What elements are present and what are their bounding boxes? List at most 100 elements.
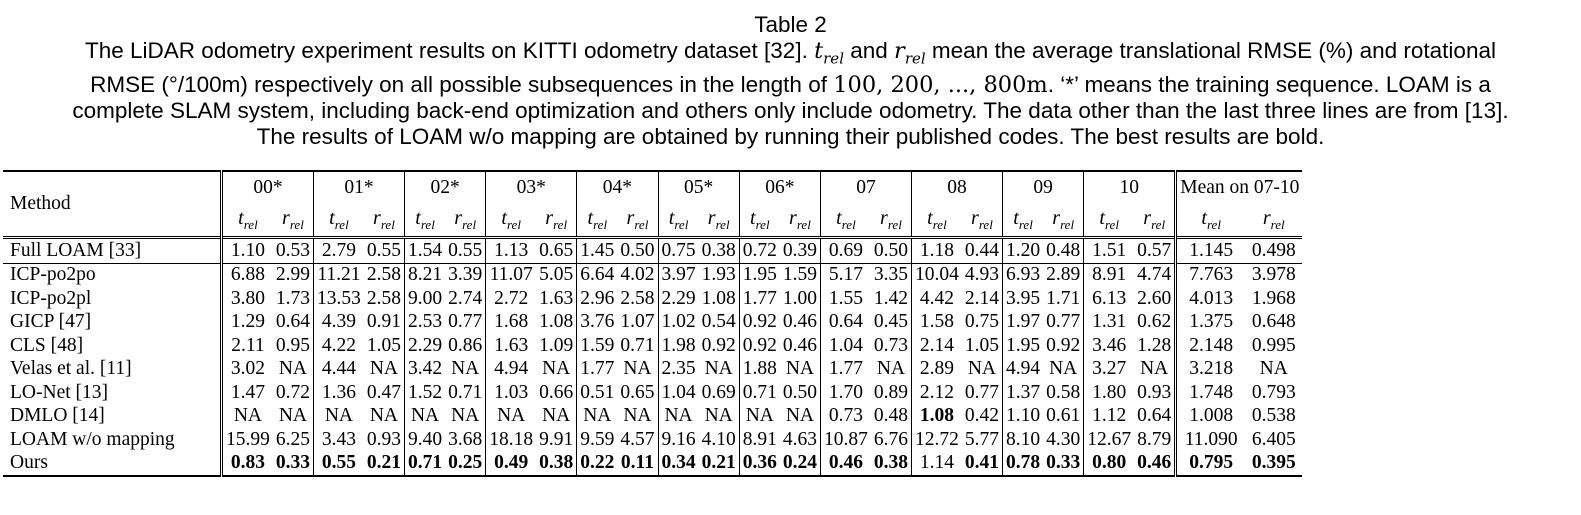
caption-text-1: The LiDAR odometry experiment results on… <box>85 37 815 63</box>
table-cell: NA <box>576 404 618 428</box>
table-cell: 0.89 <box>873 381 908 403</box>
table-cell: 0.93 <box>1137 381 1172 403</box>
table-cell: 3.27 <box>1083 357 1135 381</box>
table-cell: 1.77 <box>819 357 871 381</box>
table-cell: 5.05 <box>536 262 577 287</box>
table-cell: NA <box>451 358 480 380</box>
table-cell: 9.91 <box>539 428 574 450</box>
table-cell: 1.70 <box>819 381 871 405</box>
table-cell: 6.76 <box>873 428 908 450</box>
t-rel-header: trel <box>738 204 780 238</box>
r-rel-header: rrel <box>454 207 477 232</box>
table-cell: 0.41 <box>961 451 1003 477</box>
table-cell: 0.498 <box>1245 236 1303 263</box>
caption-text-7: The results of LOAM w/o mapping are obta… <box>256 123 1325 149</box>
table-row: Velas et al. [11] 3.02 NA 4.44 NA 3.42 NA 4.94 N… <box>3 357 1302 381</box>
table-cell: 0.46 <box>1134 451 1176 477</box>
header-row-metrics: trel rrel trel rrel trel rrel trel rrel trel rrel… <box>3 204 1302 238</box>
table-cell: 0.38 <box>870 451 912 477</box>
table-cell: 1.14 <box>910 451 962 477</box>
table-cell: 8.10 <box>1002 428 1044 452</box>
table-cell: 1.08 <box>701 287 736 309</box>
table-cell: 0.793 <box>1251 381 1296 403</box>
table-cell: 0.995 <box>1251 334 1296 356</box>
table-cell: 1.20 <box>1002 236 1044 263</box>
r-rel-symbol: rrel <box>894 37 926 67</box>
table-cell: 3.68 <box>448 428 483 450</box>
table-cell: 1.12 <box>1083 404 1135 428</box>
table-cell: 0.22 <box>576 451 618 477</box>
table-cell: NA <box>967 358 997 380</box>
table-cell: 1.09 <box>539 334 574 356</box>
table-cell: 3.97 <box>657 262 699 287</box>
table-cell: 11.07 <box>485 262 537 287</box>
table-cell: 1.00 <box>782 287 817 309</box>
table-cell: 0.46 <box>819 451 871 477</box>
table-cell: 4.57 <box>620 428 655 450</box>
table-cell: 0.73 <box>873 334 908 356</box>
table-cell: 1.31 <box>1083 310 1135 334</box>
method-name: DMLO [14] <box>10 405 105 427</box>
table-cell: 0.92 <box>738 310 780 334</box>
table-cell: 0.48 <box>1043 236 1084 263</box>
table-cell: NA <box>623 405 652 427</box>
table-cell: 2.99 <box>272 262 314 287</box>
table-cell: 1.07 <box>620 311 655 333</box>
table-cell: 2.89 <box>1043 262 1084 287</box>
table-cell: 1.08 <box>539 311 574 333</box>
table-cell: 1.63 <box>485 334 537 358</box>
table-cell: NA <box>312 404 364 428</box>
method-name: ICP-po2pl <box>10 287 92 309</box>
table-cell: 2.11 <box>219 334 273 358</box>
table-cell: 6.25 <box>275 428 310 450</box>
table-cell: 4.22 <box>312 334 364 358</box>
sequence-header: 08 <box>911 170 1003 204</box>
sequence-header: Mean on 07-10 <box>1174 170 1303 204</box>
t-rel-symbol: trel <box>814 37 844 67</box>
table-cell: 3.218 <box>1174 357 1246 381</box>
table-cell: 12.72 <box>910 428 962 452</box>
table-cell: 0.77 <box>448 311 483 333</box>
table-cell: 1.98 <box>657 334 699 358</box>
table-cell: 1.10 <box>219 236 273 263</box>
table-cell: 1.968 <box>1251 287 1296 309</box>
table-cell: 1.145 <box>1174 236 1246 263</box>
table-cell: 6.13 <box>1083 287 1135 311</box>
table-cell: 3.02 <box>219 357 273 381</box>
table-cell: 0.48 <box>873 405 908 427</box>
method-name: ICP-po2po <box>3 262 222 287</box>
r-rel-header: rrel <box>282 207 304 232</box>
table-cell: 2.74 <box>448 287 483 309</box>
table-cell: 0.46 <box>782 311 817 333</box>
sequence-header: 00* <box>220 170 314 204</box>
table-cell: 6.88 <box>219 262 273 287</box>
table-cell: 2.58 <box>366 287 401 309</box>
r-rel-header: rrel <box>1262 207 1285 232</box>
sequence-header: 04* <box>576 170 658 204</box>
table-cell: 0.50 <box>617 236 658 263</box>
table-cell: 13.53 <box>312 287 364 311</box>
table-cell: 3.39 <box>445 262 486 287</box>
table-cell: 0.64 <box>819 310 871 334</box>
table-cell: 3.76 <box>576 310 618 334</box>
table-cell: 10.87 <box>819 428 871 452</box>
t-rel-header: trel <box>657 204 699 238</box>
table-cell: 0.92 <box>738 334 780 358</box>
table-cell: NA <box>278 405 308 427</box>
t-rel-header: trel <box>1174 204 1246 238</box>
table-cell: NA <box>876 358 906 380</box>
t-rel-header: trel <box>404 204 446 238</box>
table-cell: 0.64 <box>1137 405 1172 427</box>
t-rel-header: trel <box>219 204 273 238</box>
table-cell: 2.72 <box>485 287 537 311</box>
table-cell: 6.64 <box>576 262 618 287</box>
r-rel-header: rrel <box>1143 207 1166 232</box>
sequence-header: 05* <box>657 170 740 204</box>
table-cell: 4.74 <box>1134 262 1176 287</box>
table-cell: 1.18 <box>910 236 962 263</box>
table-cell: 8.91 <box>1083 262 1135 287</box>
table-cell: 3.95 <box>1002 287 1044 311</box>
t-rel-header: trel <box>312 204 364 238</box>
table-cell: 8.91 <box>738 428 780 452</box>
table-cell: NA <box>738 404 780 428</box>
